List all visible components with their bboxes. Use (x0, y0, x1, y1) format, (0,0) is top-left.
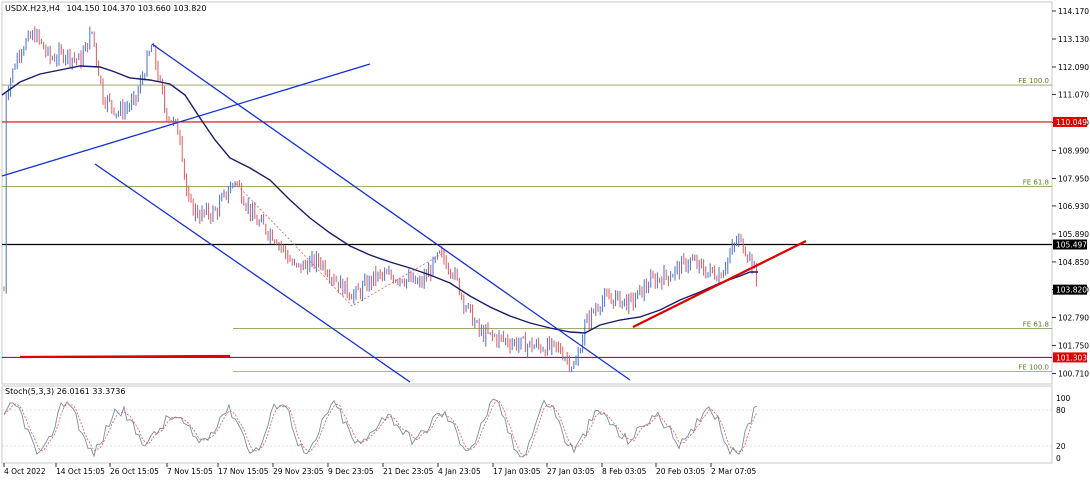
channel-upper-line (151, 43, 631, 381)
fib-label: FE 61.8 (1023, 320, 1049, 328)
zigzag-dotted (234, 182, 446, 307)
price-tick-label: 112.090 (1058, 63, 1089, 72)
current-price-tag-text: 103.820 (1056, 286, 1087, 295)
indicator-frame (1, 385, 1053, 464)
time-tick-label: 21 Dec 23:05 (383, 467, 434, 476)
current-price-tag (1053, 284, 1087, 295)
chart-header: USDX.H23,H4 104.150 104.370 103.660 103.… (5, 4, 206, 13)
upper-trendline (1, 63, 371, 177)
fib-label: FE 100.0 (1018, 77, 1049, 85)
time-tick-label: 26 Oct 15:05 (110, 467, 159, 476)
time-tick-label: 29 Nov 23:05 (273, 467, 324, 476)
time-tick-label: 27 Jan 03:05 (547, 467, 595, 476)
indicator-tick-label: 0 (1056, 454, 1061, 463)
channel-lower-line (94, 163, 411, 383)
level-price-tag-text: 101.303 (1056, 353, 1087, 362)
stoch-main-line (3, 398, 758, 458)
price-tick-label: 101.750 (1058, 341, 1089, 350)
main-chart-frame (1, 1, 1053, 385)
level-price-tag (1053, 239, 1087, 250)
price-tick-label: 111.070 (1058, 90, 1089, 99)
fib-label: FE 61.8 (1023, 179, 1049, 187)
price-tick-label: 107.950 (1058, 174, 1089, 183)
time-tick-label: 4 Jan 23:05 (438, 467, 481, 476)
indicator-tick-label: 100 (1056, 394, 1071, 403)
indicator-tick-label: 20 (1056, 442, 1066, 451)
price-tick-label: 105.890 (1058, 230, 1089, 239)
price-tick-label: 102.790 (1058, 313, 1089, 322)
time-tick-label: 20 Feb 03:05 (656, 467, 705, 476)
time-tick-label: 8 Feb 03:05 (602, 467, 647, 476)
price-tick-label: 100.710 (1058, 369, 1089, 378)
level-price-tag-text: 105.497 (1056, 241, 1087, 250)
support-zone-line (19, 354, 231, 359)
moving-average-line (1, 65, 758, 334)
price-tick-label: 106.930 (1058, 202, 1089, 211)
price-tick-label: 108.990 (1058, 146, 1089, 155)
time-tick-label: 17 Jan 03:05 (493, 467, 541, 476)
time-tick-label: 4 Oct 2022 (4, 467, 46, 476)
level-price-tag (1053, 352, 1087, 363)
time-tick-label: 17 Nov 15:05 (218, 467, 269, 476)
fib-label: FE 100.0 (1018, 364, 1049, 372)
price-tick-label: 104.850 (1058, 258, 1089, 267)
price-tick-label: 113.130 (1058, 35, 1089, 44)
level-price-tag-text: 110.049 (1056, 118, 1087, 127)
time-tick-label: 2 Mar 07:05 (711, 467, 757, 476)
price-tick-label: 114.170 (1058, 7, 1089, 16)
time-tick-label: 14 Oct 15:05 (56, 467, 105, 476)
time-tick-label: 7 Nov 15:05 (167, 467, 213, 476)
level-price-tag (1053, 116, 1087, 127)
indicator-label: Stoch(5,3,3) 26.0161 33.3736 (5, 387, 125, 396)
indicator-tick-label: 80 (1056, 406, 1066, 415)
red-rising-trendline (632, 240, 807, 328)
time-tick-label: 9 Dec 23:05 (328, 467, 374, 476)
stoch-signal-line (3, 400, 758, 457)
